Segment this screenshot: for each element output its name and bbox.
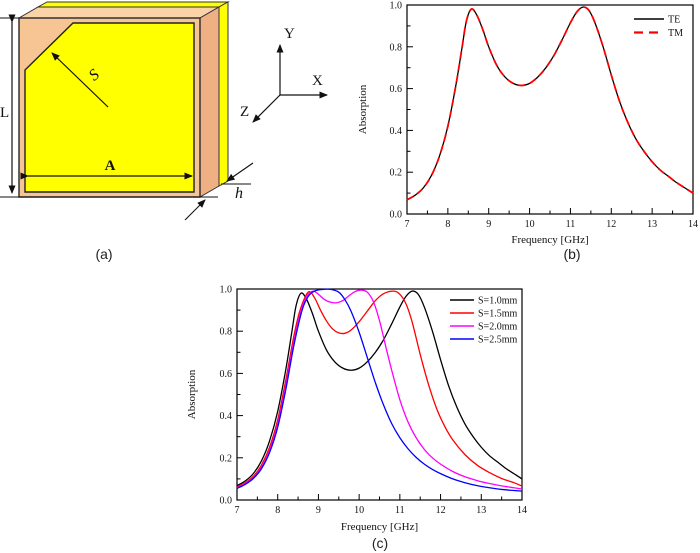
h-label: h: [235, 185, 243, 202]
axis-frame: [406, 4, 694, 215]
panel-b-chart: 7 8 9 10 11 12 13 14 0.0 0.2 0.4 0.6 0.8 1.0 Frequency…: [357, 1, 698, 263]
x-tick-label: 14: [517, 505, 527, 516]
curve-S=2.0mm: [236, 289, 523, 490]
substrate-side-face: [199, 6, 220, 198]
legend-label-S=1.5mm: S=1.5mm: [478, 309, 517, 320]
y-tick-label: 0.4: [390, 126, 403, 137]
curve-TE: [406, 6, 694, 201]
y-tick-label: 1.0: [220, 285, 233, 296]
curve-S=1.0mm: [236, 290, 523, 487]
legend-label-TE: TE: [668, 15, 680, 26]
x-tick-label: 11: [395, 505, 405, 516]
x-tick-label: 10: [354, 505, 364, 516]
s-arrow: [51, 52, 109, 108]
x-axis-title: Frequency [GHz]: [341, 521, 418, 533]
y-tick-label: 0.2: [390, 168, 403, 179]
l-label: L: [0, 105, 9, 121]
y-axis-title: Absorption: [357, 84, 369, 134]
y-tick-label: 0.8: [220, 327, 233, 338]
y-tick-label: 0.2: [220, 453, 233, 464]
y-tick-label: 0.0: [220, 496, 233, 507]
metal-patch: [24, 22, 195, 193]
panel-a-diagram: L A S h Y X Z (a): [0, 1, 328, 262]
x-tick-label: 13: [647, 219, 657, 230]
y-tick-label: 0.8: [390, 42, 403, 53]
x-tick-label: 9: [316, 505, 321, 516]
ground-side-face: [218, 1, 229, 187]
y-tick-label: 1.0: [390, 1, 403, 12]
h-arrow-upper: [226, 162, 254, 182]
panel-a-caption: (a): [95, 246, 112, 262]
y-tick-label: 0.6: [220, 369, 233, 380]
x-tick-label: 13: [476, 505, 486, 516]
chart-b-plot: 7 8 9 10 11 12 13 14 0.0 0.2 0.4 0.6 0.8 1.0 Frequency…: [357, 1, 698, 247]
curve-S=2.5mm: [236, 288, 523, 492]
x-tick-label: 11: [566, 219, 576, 230]
y-tick-label: 0.0: [390, 210, 403, 221]
x-tick-label: 12: [606, 219, 616, 230]
legend-label-S=1.0mm: S=1.0mm: [478, 296, 517, 307]
x-tick-label: 7: [235, 505, 240, 516]
x-tick-label: 9: [486, 219, 491, 230]
legend-label-TM: TM: [668, 28, 683, 39]
legend-label-S=2.0mm: S=2.0mm: [478, 322, 517, 333]
x-tick-label: 14: [688, 219, 698, 230]
substrate-top-face: [17, 6, 221, 19]
a-label: A: [105, 158, 116, 174]
curve-S=1.5mm: [236, 290, 523, 488]
axis-y-label: Y: [284, 26, 295, 42]
x-tick-label: 7: [405, 219, 410, 230]
ground-top-face: [36, 1, 230, 8]
h-arrow-lower: [184, 199, 206, 221]
x-tick-label: 8: [275, 505, 280, 516]
x-tick-label: 10: [525, 219, 535, 230]
x-tick-label: 8: [445, 219, 450, 230]
chart-c-plot: 7 8 9 10 11 12 13 14 0.0 0.2 0.4 0.6 0.8 1.0 Frequency…: [186, 285, 527, 534]
x-tick-label: 12: [436, 505, 446, 516]
y-axis-title: Absorption: [186, 369, 198, 419]
curve-TM: [406, 6, 694, 201]
panel-c-caption: (c): [372, 535, 388, 551]
y-tick-label: 0.6: [390, 84, 403, 95]
z-axis-arrow: [252, 94, 281, 123]
panel-b-caption: (b): [563, 246, 580, 262]
panel-c-chart: 7 8 9 10 11 12 13 14 0.0 0.2 0.4 0.6 0.8 1.0 Frequency…: [186, 285, 527, 552]
axis-z-label: Z: [240, 104, 249, 120]
y-tick-label: 0.4: [220, 411, 233, 422]
x-axis-title: Frequency [GHz]: [511, 234, 588, 246]
legend-label-S=2.5mm: S=2.5mm: [478, 335, 517, 346]
axis-x-label: X: [312, 73, 323, 89]
